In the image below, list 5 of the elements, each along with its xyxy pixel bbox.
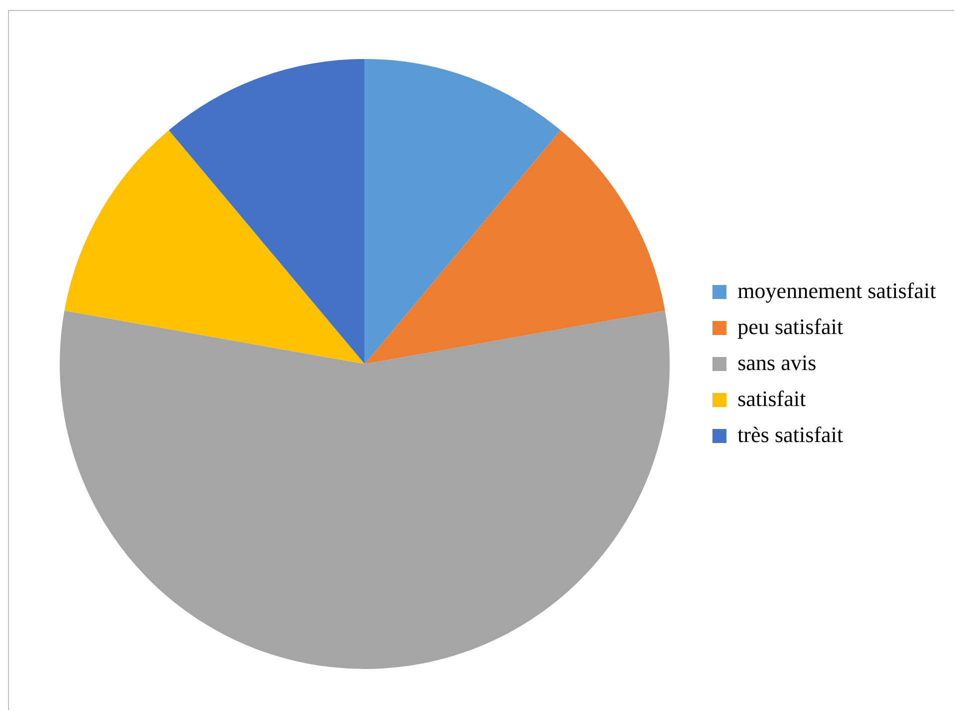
legend-label: sans avis bbox=[737, 350, 816, 375]
legend-label: peu satisfait bbox=[737, 314, 844, 339]
legend-label: moyennement satisfait bbox=[737, 278, 936, 303]
legend-label: satisfait bbox=[737, 386, 806, 411]
legend-label: très satisfait bbox=[737, 422, 844, 447]
